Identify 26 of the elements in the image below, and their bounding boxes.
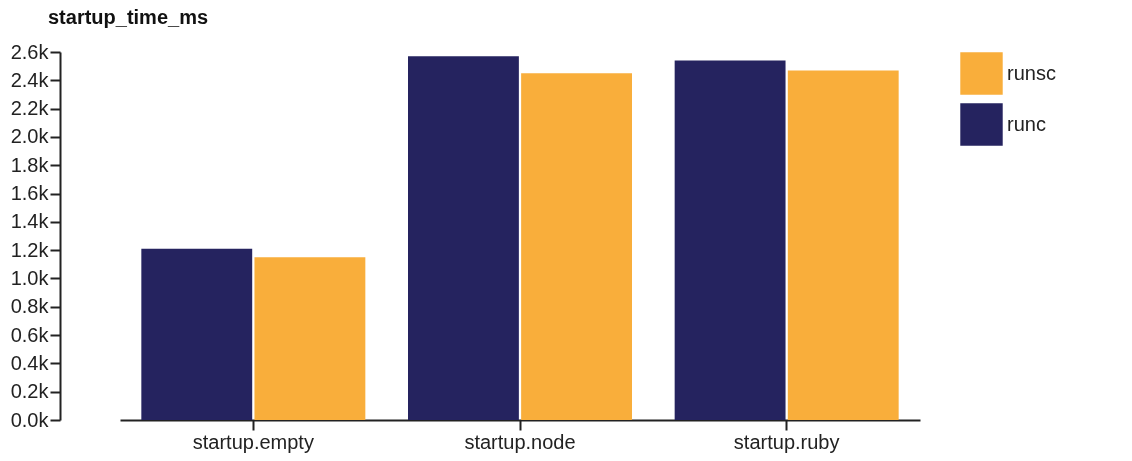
y-tick-label: 1.6k bbox=[10, 182, 50, 205]
y-tick-label: 0.4k bbox=[10, 351, 50, 374]
y-tick-label: 0.6k bbox=[10, 323, 50, 346]
y-tick-label: 2.0k bbox=[10, 125, 50, 148]
y-tick-label: 0.0k bbox=[10, 408, 50, 431]
legend-label: runsc bbox=[1007, 61, 1056, 84]
bar bbox=[408, 56, 519, 420]
chart-title: startup_time_ms bbox=[48, 6, 209, 28]
x-tick-label: startup.empty bbox=[192, 430, 314, 453]
bar bbox=[254, 257, 366, 420]
y-tick-label: 0.8k bbox=[10, 295, 50, 318]
bar bbox=[521, 73, 632, 420]
legend-label: runc bbox=[1007, 112, 1046, 135]
x-tick-label: startup.node bbox=[464, 430, 576, 453]
y-tick-label: 1.4k bbox=[10, 210, 50, 233]
y-tick-label: 2.6k bbox=[10, 40, 50, 63]
y-tick-label: 1.8k bbox=[10, 153, 50, 176]
bar bbox=[141, 248, 253, 420]
x-tick-label: startup.ruby bbox=[733, 430, 840, 453]
y-tick-label: 1.2k bbox=[10, 238, 50, 261]
y-tick-label: 2.2k bbox=[10, 97, 50, 120]
y-tick-label: 0.2k bbox=[10, 380, 50, 403]
bar bbox=[787, 70, 899, 420]
bar bbox=[674, 60, 786, 420]
y-tick-label: 2.4k bbox=[10, 68, 50, 91]
y-tick-label: 1.0k bbox=[10, 266, 50, 289]
